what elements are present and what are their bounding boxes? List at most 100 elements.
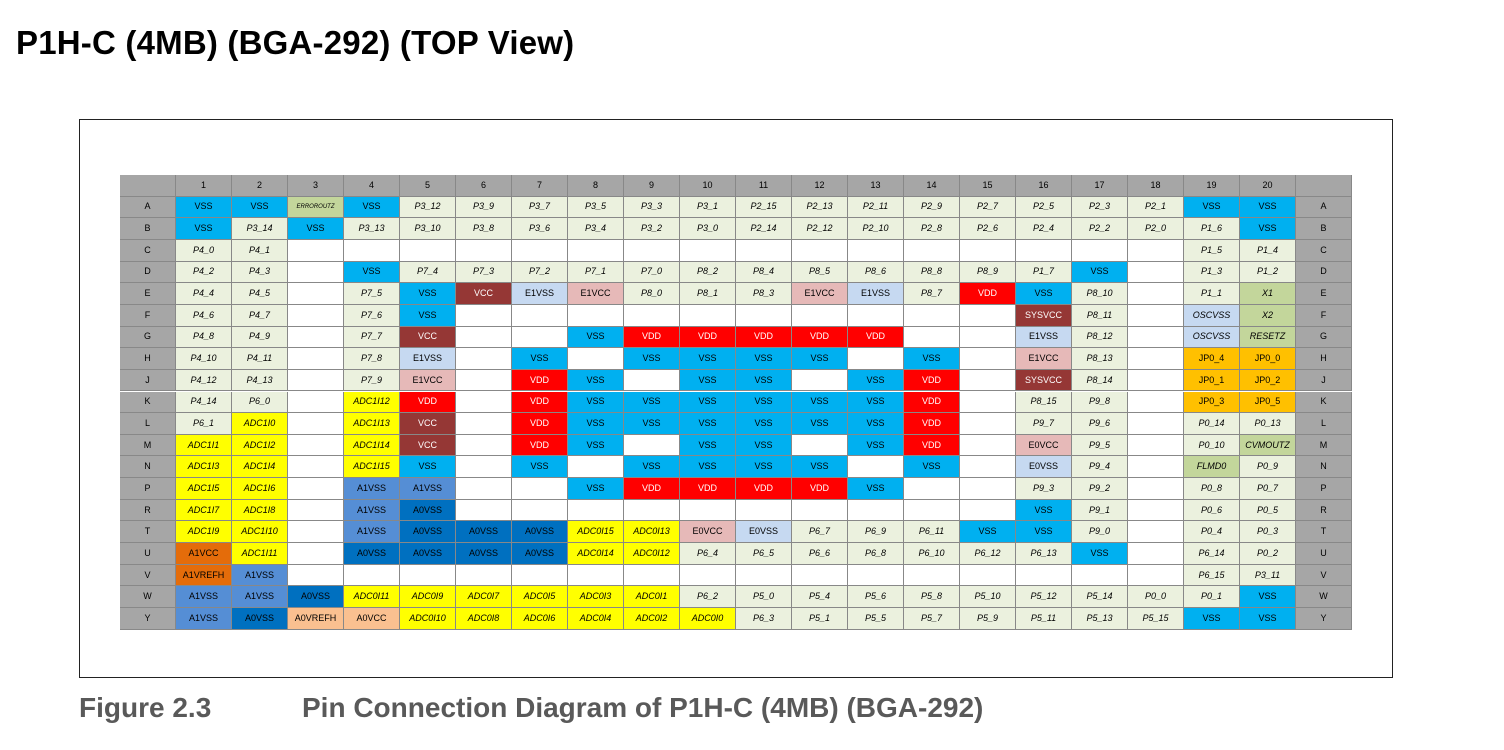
empty-pin-V7 — [512, 564, 568, 587]
pin-K20: JP0_5 — [1240, 391, 1296, 414]
row-label-right-R: R — [1296, 499, 1352, 522]
pin-Y4: A0VCC — [344, 608, 400, 630]
pin-J10: VSS — [680, 369, 736, 392]
pin-P20: P0_7 — [1240, 478, 1296, 500]
pin-H5: E1VSS — [400, 348, 456, 370]
pin-J16: SYSVCC — [1016, 369, 1072, 392]
empty-pin-N18 — [1128, 456, 1184, 479]
pin-A5: P3_12 — [400, 196, 456, 219]
pin-Y20: VSS — [1240, 608, 1296, 630]
pin-P13: VSS — [848, 478, 904, 500]
pin-T12: P6_7 — [792, 521, 848, 544]
column-header-3: 3 — [288, 175, 344, 197]
pin-B1: VSS — [176, 218, 232, 240]
row-label-L: L — [120, 413, 176, 435]
row-label-right-U: U — [1296, 543, 1352, 565]
pin-A18: P2_1 — [1128, 196, 1184, 219]
pin-Y10: ADC0I0 — [680, 608, 736, 630]
empty-pin-D18 — [1128, 261, 1184, 284]
pin-G8: VSS — [568, 326, 624, 349]
pin-R16: VSS — [1016, 499, 1072, 522]
pin-J20: JP0_2 — [1240, 369, 1296, 392]
empty-pin-N15 — [960, 456, 1016, 479]
pin-R20: P0_5 — [1240, 499, 1296, 522]
pin-U19: P6_14 — [1184, 543, 1240, 565]
pin-B13: P2_10 — [848, 218, 904, 240]
pin-D12: P8_5 — [792, 261, 848, 284]
row-label-right-B: B — [1296, 218, 1352, 240]
empty-pin-L18 — [1128, 413, 1184, 435]
pin-P9: VDD — [624, 478, 680, 500]
column-header-4: 4 — [344, 175, 400, 197]
pin-M17: P9_5 — [1072, 434, 1128, 457]
empty-pin-E18 — [1128, 283, 1184, 305]
empty-pin-J6 — [456, 369, 512, 392]
pin-A2: VSS — [232, 196, 288, 219]
row-label-M: M — [120, 434, 176, 457]
pin-P2: ADC1I6 — [232, 478, 288, 500]
column-header-6: 6 — [456, 175, 512, 197]
empty-pin-K18 — [1128, 391, 1184, 414]
pin-R1: ADC1I7 — [176, 499, 232, 522]
pin-D2: P4_3 — [232, 261, 288, 284]
column-header-18: 18 — [1128, 175, 1184, 197]
pin-A8: P3_5 — [568, 196, 624, 219]
pin-E8: E1VCC — [568, 283, 624, 305]
empty-pin-F18 — [1128, 304, 1184, 327]
empty-pin-F14 — [904, 304, 960, 327]
pin-L2: ADC1I0 — [232, 413, 288, 435]
pin-M8: VSS — [568, 434, 624, 457]
empty-pin-F13 — [848, 304, 904, 327]
pin-A4: VSS — [344, 196, 400, 219]
pin-A3: ERROROUTZ — [288, 196, 344, 219]
pin-T9: ADC0I13 — [624, 521, 680, 544]
pin-G9: VDD — [624, 326, 680, 349]
pin-B6: P3_8 — [456, 218, 512, 240]
empty-pin-F8 — [568, 304, 624, 327]
row-label-Y: Y — [120, 608, 176, 630]
pin-A17: P2_3 — [1072, 196, 1128, 219]
pin-D13: P8_6 — [848, 261, 904, 284]
pin-U1: A1VCC — [176, 543, 232, 565]
empty-pin-J15 — [960, 369, 1016, 392]
empty-pin-F10 — [680, 304, 736, 327]
pin-T2: ADC1I10 — [232, 521, 288, 544]
pin-B4: P3_13 — [344, 218, 400, 240]
pin-T19: P0_4 — [1184, 521, 1240, 544]
empty-pin-C17 — [1072, 239, 1128, 262]
pin-A7: P3_7 — [512, 196, 568, 219]
pin-A19: VSS — [1184, 196, 1240, 219]
pin-K11: VSS — [736, 391, 792, 414]
pin-Y19: VSS — [1184, 608, 1240, 630]
pin-H7: VSS — [512, 348, 568, 370]
pin-K13: VSS — [848, 391, 904, 414]
empty-pin-M9 — [624, 434, 680, 457]
empty-pin-K15 — [960, 391, 1016, 414]
pin-U15: P6_12 — [960, 543, 1016, 565]
pin-W12: P5_4 — [792, 586, 848, 608]
pin-A12: P2_13 — [792, 196, 848, 219]
pin-F2: P4_7 — [232, 304, 288, 327]
column-header-9: 9 — [624, 175, 680, 197]
empty-pin-M18 — [1128, 434, 1184, 457]
empty-pin-C12 — [792, 239, 848, 262]
empty-pin-R3 — [288, 499, 344, 522]
empty-pin-H18 — [1128, 348, 1184, 370]
empty-pin-M15 — [960, 434, 1016, 457]
pin-E6: VCC — [456, 283, 512, 305]
pin-W19: P0_1 — [1184, 586, 1240, 608]
row-label-right-F: F — [1296, 304, 1352, 327]
empty-pin-L15 — [960, 413, 1016, 435]
pin-W17: P5_14 — [1072, 586, 1128, 608]
pin-E20: X1 — [1240, 283, 1296, 305]
empty-pin-V15 — [960, 564, 1016, 587]
pin-K10: VSS — [680, 391, 736, 414]
pin-E16: VSS — [1016, 283, 1072, 305]
empty-pin-V6 — [456, 564, 512, 587]
pin-L14: VDD — [904, 413, 960, 435]
empty-pin-C3 — [288, 239, 344, 262]
pin-L9: VSS — [624, 413, 680, 435]
empty-pin-H13 — [848, 348, 904, 370]
grid-corner-cell — [120, 175, 176, 197]
pin-Y17: P5_13 — [1072, 608, 1128, 630]
